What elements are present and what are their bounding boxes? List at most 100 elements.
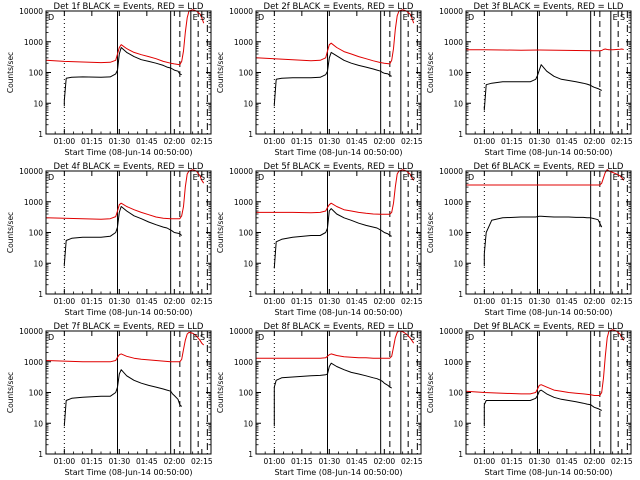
corner-mark-e: E [193, 13, 198, 22]
x-tick-label: 01:30 [109, 137, 131, 146]
x-tick-label: 01:00 [54, 297, 76, 306]
y-axis-label: Counts/sec [6, 212, 15, 253]
x-tick-label: 01:15 [291, 297, 313, 306]
x-tick-label: 01:30 [109, 457, 131, 466]
x-tick-label: 02:15 [611, 297, 633, 306]
corner-mark-s: S [200, 173, 205, 182]
series-lld-line [45, 169, 205, 220]
y-tick-label: 10000 [19, 167, 43, 176]
x-axis-label: Start Time (08-Jun-14 00:50:00) [485, 308, 613, 317]
x-tick-label: 01:30 [319, 457, 341, 466]
x-tick-label: 01:00 [474, 137, 496, 146]
series-events-line [273, 208, 392, 269]
x-tick-label: 01:15 [81, 297, 103, 306]
y-tick-label: 1000 [444, 198, 463, 207]
plot-frame [255, 330, 422, 455]
x-tick-label: 01:45 [136, 137, 158, 146]
y-tick-label: 100 [29, 69, 44, 78]
corner-mark-d: D [468, 13, 474, 22]
corner-mark-d: D [258, 333, 264, 342]
detector-panel-9: Det 9f BLACK = Events, RED = LLD Counts/s… [426, 322, 633, 477]
y-axis-label: Counts/sec [426, 372, 435, 413]
y-axis-label: Counts/sec [426, 212, 435, 253]
plot-frame [465, 170, 632, 295]
y-axis-label: Counts/sec [426, 52, 435, 93]
y-tick-label: 10000 [439, 167, 463, 176]
panel-title: Det 6f BLACK = Events, RED = LLD [474, 162, 624, 172]
corner-mark-s: S [410, 173, 415, 182]
plot-frame [255, 10, 422, 135]
corner-mark-d: D [258, 13, 264, 22]
x-tick-label: 02:15 [401, 137, 423, 146]
x-tick-label: 01:45 [556, 297, 578, 306]
series-events-line [63, 369, 183, 427]
y-tick-label: 10 [33, 259, 43, 268]
plot-frame [255, 170, 422, 295]
series-events-line [483, 389, 602, 427]
corner-mark-d: D [48, 333, 54, 342]
series-events-line [273, 362, 392, 427]
x-tick-label: 01:15 [81, 457, 103, 466]
panel-title: Det 2f BLACK = Events, RED = LLD [264, 2, 414, 12]
x-axis-label: Start Time (08-Jun-14 00:50:00) [65, 468, 193, 477]
y-tick-label: 100 [449, 229, 464, 238]
y-axis-label: Counts/sec [216, 212, 225, 253]
corner-mark-s: S [200, 333, 205, 342]
x-tick-label: 02:00 [374, 137, 396, 146]
x-tick-label: 01:15 [81, 137, 103, 146]
series-lld-line [466, 48, 624, 52]
corner-mark-d: D [468, 173, 474, 182]
y-tick-label: 100 [239, 389, 254, 398]
x-tick-label: 02:15 [191, 137, 213, 146]
y-tick-label: 1000 [234, 38, 253, 47]
y-tick-label: 1 [458, 450, 463, 459]
x-tick-label: 02:00 [164, 457, 186, 466]
x-tick-label: 02:00 [164, 137, 186, 146]
series-lld-line [465, 329, 625, 396]
x-tick-label: 01:45 [346, 297, 368, 306]
y-tick-label: 100 [239, 69, 254, 78]
detector-panel-6: Det 6f BLACK = Events, RED = LLD Counts/s… [426, 162, 633, 317]
corner-mark-e: E [193, 333, 198, 342]
panel-title: Det 4f BLACK = Events, RED = LLD [54, 162, 204, 172]
x-axis-label: Start Time (08-Jun-14 00:50:00) [485, 468, 613, 477]
x-axis-label: Start Time (08-Jun-14 00:50:00) [275, 148, 403, 157]
x-axis-label: Start Time (08-Jun-14 00:50:00) [275, 468, 403, 477]
detector-panel-4: Det 4f BLACK = Events, RED = LLD Counts/s… [6, 162, 213, 317]
corner-mark-s: S [620, 333, 625, 342]
x-tick-label: 01:30 [529, 137, 551, 146]
corner-mark-e: E [613, 173, 618, 182]
y-tick-label: 10 [243, 259, 253, 268]
y-tick-label: 1000 [24, 358, 43, 367]
y-tick-label: 10000 [229, 7, 253, 16]
y-axis-label: Counts/sec [216, 372, 225, 413]
x-tick-label: 01:30 [319, 297, 341, 306]
plot-frame [45, 170, 212, 295]
series-lld-line [256, 169, 415, 215]
y-axis-label: Counts/sec [216, 52, 225, 93]
series-events-line [483, 215, 603, 267]
y-tick-label: 10000 [229, 327, 253, 336]
corner-mark-e: E [403, 173, 408, 182]
x-tick-label: 01:30 [529, 457, 551, 466]
y-tick-label: 100 [29, 229, 44, 238]
x-tick-label: 01:15 [501, 137, 523, 146]
x-tick-label: 01:30 [109, 297, 131, 306]
y-tick-label: 100 [449, 389, 464, 398]
plot-frame [45, 10, 212, 135]
y-tick-label: 1 [458, 130, 463, 139]
y-tick-label: 10000 [439, 7, 463, 16]
panel-title: Det 8f BLACK = Events, RED = LLD [264, 322, 414, 332]
y-tick-label: 100 [449, 69, 464, 78]
x-tick-label: 01:15 [501, 457, 523, 466]
detector-panel-7: Det 7f BLACK = Events, RED = LLD Counts/s… [6, 322, 213, 477]
y-tick-label: 1 [38, 450, 43, 459]
x-axis-label: Start Time (08-Jun-14 00:50:00) [485, 148, 613, 157]
x-tick-label: 01:45 [556, 457, 578, 466]
series-lld-line [45, 331, 205, 363]
y-tick-label: 1 [38, 290, 43, 299]
corner-mark-d: D [258, 173, 264, 182]
detector-panel-1: Det 1f BLACK = Events, RED = LLD Counts/s… [6, 2, 213, 157]
x-tick-label: 02:15 [611, 137, 633, 146]
y-tick-label: 1 [248, 450, 253, 459]
